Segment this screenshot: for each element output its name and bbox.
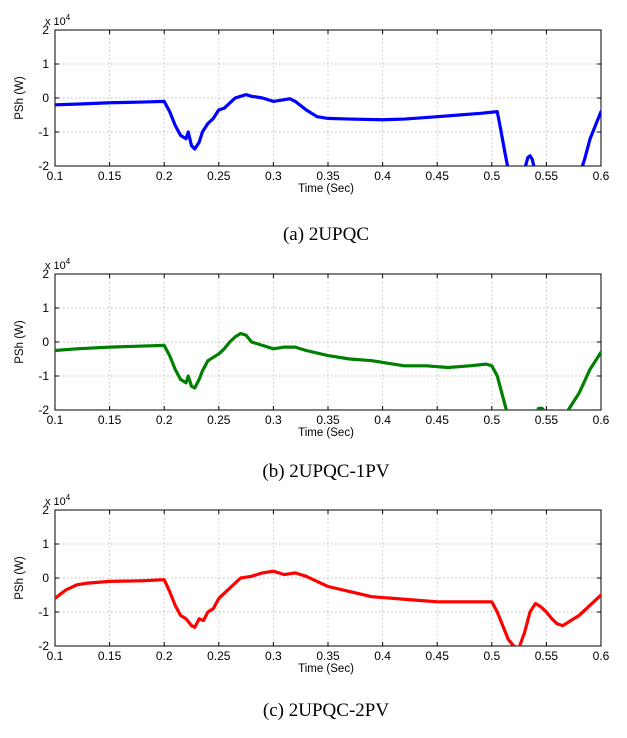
x-tick-label: 0.6 [593,649,610,663]
panel-b: 0.1 0.15 0.2 0.25 0.3 0.35 0.4 0.45 0.5 0.55 0.6 -2… [14,257,610,482]
y-tick-label: -2 [38,159,49,173]
x-tick-label: 0.5 [483,169,500,183]
x-tick-label: 0.35 [316,649,340,663]
y-tick-label: 1 [42,57,49,71]
x-tick-label: 0.15 [98,169,122,183]
tick-labels-a: 0.1 0.15 0.2 0.25 0.3 0.35 0.4 0.45 0.5 0.55 0.6 -2… [38,23,609,183]
x-tick-label: 0.4 [374,649,391,663]
y-tick-label: 0 [42,91,49,105]
series-line-c [55,569,601,646]
x-tick-label: 0.35 [316,413,340,427]
y-tick-label: -1 [38,369,49,383]
x-tick-label: 0.3 [265,169,282,183]
y-tick-label: 2 [42,267,49,281]
x-tick-label: 0.2 [156,169,173,183]
x-tick-label: 0.5 [483,413,500,427]
x-tick-label: 0.45 [426,649,450,663]
x-tick-label: 0.1 [47,413,64,427]
y-axis-label-a: PSh (W) [14,76,26,120]
x-tick-label: 0.55 [535,169,559,183]
x-tick-label: 0.15 [98,413,122,427]
x-tick-label: 0.55 [535,413,559,427]
gridlines-c [55,510,601,646]
y-tick-label: 2 [42,503,49,517]
gridlines-a [55,30,601,166]
y-tick-label: -1 [38,605,49,619]
data-line-b [55,331,601,410]
y-tick-label: 2 [42,23,49,37]
x-tick-label: 0.15 [98,649,122,663]
y-tick-label: -1 [38,125,49,139]
x-tick-label: 0.25 [207,169,231,183]
x-axis-label-b: Time (Sec) [298,427,354,439]
caption-a: (a) 2UPQC [283,224,369,245]
caption-c: (c) 2UPQC-2PV [263,700,389,721]
x-tick-label: 0.4 [374,169,391,183]
panel-a: 0.1 0.15 0.2 0.25 0.3 0.35 0.4 0.45 0.5 0.55 0.6 -2… [14,13,610,245]
x-tick-label: 0.45 [426,169,450,183]
x-tick-label: 0.3 [265,649,282,663]
x-tick-label: 0.45 [426,413,450,427]
x-tick-label: 0.25 [207,413,231,427]
y-axis-label-c: PSh (W) [14,556,26,600]
panel-c: 0.1 0.15 0.2 0.25 0.3 0.35 0.4 0.45 0.5 0.55 0.6 -2… [14,493,610,721]
x-tick-label: 0.2 [156,649,173,663]
multiplier-b: x 104 [45,257,71,272]
x-tick-label: 0.1 [47,649,64,663]
y-tick-label: 1 [42,301,49,315]
multiplier-a: x 104 [45,13,71,28]
x-tick-label: 0.1 [47,169,64,183]
x-tick-label: 0.6 [593,169,610,183]
y-tick-label: -2 [38,403,49,417]
y-axis-label-b: PSh (W) [14,320,26,364]
data-line-c [55,569,601,646]
data-line-a [55,92,601,166]
y-tick-label: 0 [42,571,49,585]
y-tick-label: 1 [42,537,49,551]
y-tick-label: 0 [42,335,49,349]
x-tick-label: 0.4 [374,413,391,427]
series-line-a [55,92,601,166]
x-tick-label: 0.25 [207,649,231,663]
x-tick-label: 0.5 [483,649,500,663]
x-tick-label: 0.2 [156,413,173,427]
x-tick-label: 0.6 [593,413,610,427]
x-axis-label-c: Time (Sec) [298,663,354,675]
caption-b: (b) 2UPQC-1PV [262,461,389,482]
multiplier-c: x 104 [45,493,71,508]
tick-labels-c: 0.1 0.15 0.2 0.25 0.3 0.35 0.4 0.45 0.5 0.55 0.6 -2… [38,503,609,663]
x-tick-label: 0.3 [265,413,282,427]
gridlines-b [55,274,601,410]
y-tick-label: -2 [38,639,49,653]
x-tick-label: 0.35 [316,169,340,183]
x-axis-label-a: Time (Sec) [298,183,354,195]
series-line-b [55,331,601,410]
x-tick-label: 0.55 [535,649,559,663]
tick-labels-b: 0.1 0.15 0.2 0.25 0.3 0.35 0.4 0.45 0.5 0.55 0.6 -2… [38,267,609,427]
